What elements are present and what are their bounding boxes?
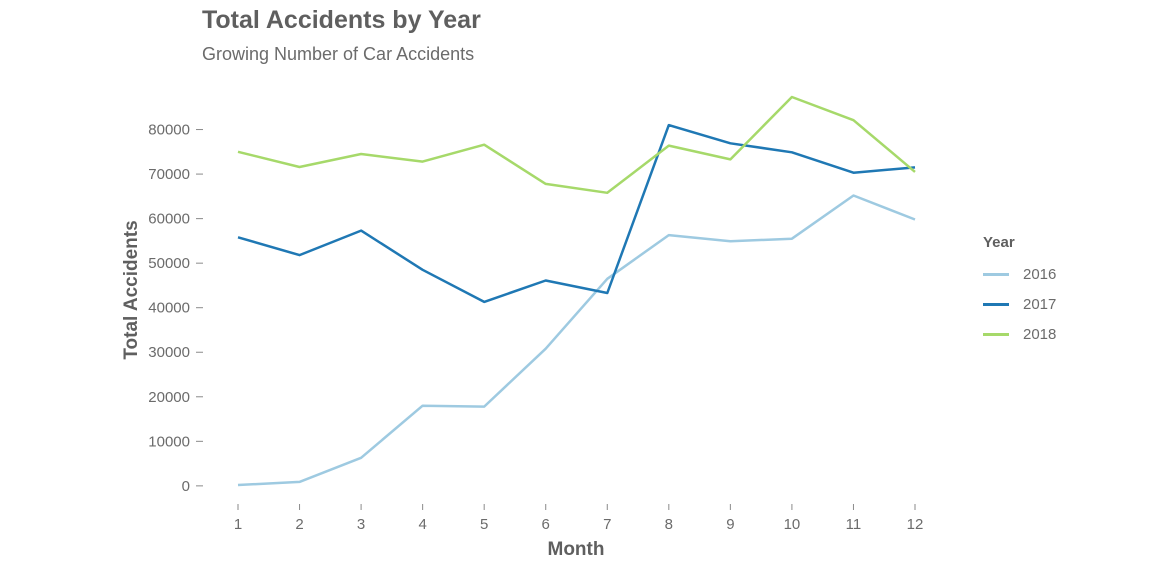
legend-key-2016	[983, 272, 1009, 276]
x-tick-label: 9	[726, 516, 734, 533]
legend-key-2018	[983, 332, 1009, 336]
chart-subtitle: Growing Number of Car Accidents	[202, 44, 475, 64]
y-axis-ticks: 0 10000 20000 30000 40000 50000 60000 70000 8000…	[148, 122, 203, 495]
legend-item-2016: 2016	[983, 259, 1103, 289]
y-tick-label: 40000	[148, 300, 190, 317]
chart-title: Total Accidents by Year	[202, 6, 481, 34]
legend-label-2017: 2017	[1023, 295, 1057, 313]
x-tick-label: 7	[603, 516, 611, 533]
legend-item-2018: 2018	[983, 319, 1103, 349]
legend-label-2018: 2018	[1023, 325, 1057, 343]
y-tick-label: 0	[182, 478, 190, 495]
x-tick-label: 10	[784, 516, 801, 533]
x-tick-label: 12	[907, 516, 924, 533]
x-tick-label: 11	[846, 516, 862, 533]
x-axis-ticks: 1 2 3 4 5 6 7 8 9 10 11 12	[234, 504, 924, 533]
x-tick-label: 6	[542, 516, 550, 533]
legend-label-2016: 2016	[1023, 265, 1057, 283]
x-tick-label: 4	[418, 516, 426, 533]
legend-key-2017	[983, 302, 1009, 306]
series-line-2016	[237, 194, 916, 487]
legend: Year 2016 2017 2018	[983, 234, 1103, 349]
series-line-2018	[237, 95, 916, 195]
series-lines	[237, 95, 916, 487]
x-tick-label: 3	[357, 516, 365, 533]
x-tick-label: 8	[665, 516, 673, 533]
y-tick-label: 30000	[148, 344, 190, 361]
y-axis-title: Total Accidents	[121, 220, 142, 359]
y-tick-label: 50000	[148, 255, 190, 272]
series-line-2017	[237, 123, 916, 304]
y-tick-label: 70000	[148, 166, 190, 183]
y-tick-label: 10000	[148, 433, 190, 450]
y-tick-label: 80000	[148, 122, 190, 139]
x-axis-title: Month	[548, 539, 605, 560]
y-tick-label: 60000	[148, 211, 190, 228]
x-tick-label: 1	[234, 516, 242, 533]
x-tick-label: 5	[480, 516, 488, 533]
legend-item-2017: 2017	[983, 289, 1103, 319]
x-tick-label: 2	[295, 516, 303, 533]
y-tick-label: 20000	[148, 389, 190, 406]
legend-title: Year	[983, 234, 1015, 251]
